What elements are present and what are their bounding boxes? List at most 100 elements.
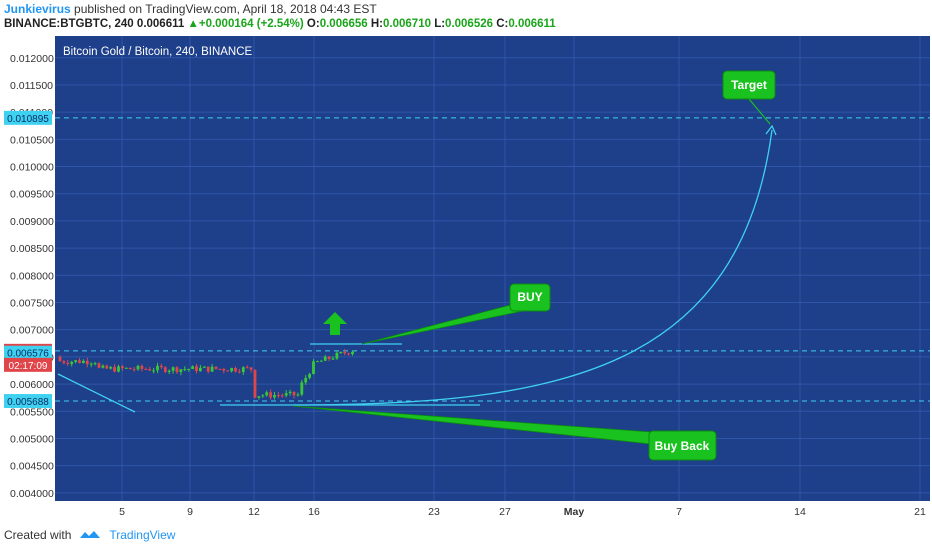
- target-callout[interactable]: [722, 70, 776, 100]
- candle-body: [269, 392, 272, 398]
- y-tick-label: 0.010500: [10, 134, 54, 146]
- price-label-text: 0.006576: [7, 349, 49, 360]
- buyback-callout-label: Buy Back: [655, 439, 710, 453]
- change-value: +0.000164 (+2.54%): [198, 18, 304, 30]
- y-tick-label: 0.012000: [10, 53, 54, 65]
- x-tick-label: 9: [187, 506, 193, 518]
- candle-body: [105, 365, 109, 369]
- published-text: published on TradingView.com, April 18, …: [74, 2, 377, 16]
- candle-body: [323, 356, 327, 361]
- author-name[interactable]: Junkievirus: [4, 2, 71, 16]
- price-label-box: [4, 110, 52, 125]
- candle-body: [74, 360, 77, 362]
- y-tick-label: 0.005500: [10, 406, 54, 418]
- x-tick-label: 23: [428, 506, 440, 518]
- candle-body: [152, 370, 155, 372]
- x-tick-label: 16: [308, 506, 320, 518]
- candle-body: [351, 351, 354, 355]
- footer: Created with TradingView: [4, 528, 175, 542]
- open-label: O:: [306, 18, 320, 30]
- candle-body: [230, 368, 233, 372]
- candle-body: [284, 393, 288, 396]
- countdown-text: 02:17:09: [9, 361, 48, 372]
- x-axis: 5 9 12 16 23 27 May 7 14 21: [119, 506, 926, 518]
- x-tick-label: 27: [499, 506, 511, 518]
- buy-callout-label: BUY: [517, 290, 542, 304]
- low-value: 0.006526: [445, 18, 494, 30]
- candle-body: [195, 366, 198, 372]
- target-callout-pointer: [748, 98, 771, 125]
- candle-body: [277, 394, 280, 396]
- candle-body: [93, 363, 97, 365]
- candle-body: [327, 356, 331, 359]
- y-tick-label: 0.008000: [10, 270, 54, 282]
- candle-body: [156, 365, 159, 371]
- x-tick-label: 7: [676, 506, 682, 518]
- candle-body: [339, 352, 343, 354]
- candle-body: [202, 366, 206, 368]
- candle-body: [128, 367, 132, 370]
- candle-body: [206, 366, 210, 372]
- candle-body: [140, 365, 144, 369]
- y-tick-label: 0.004000: [10, 488, 54, 500]
- candle-body: [62, 361, 66, 363]
- publish-info: Junkievirus published on TradingView.com…: [4, 2, 377, 16]
- candle-body: [316, 361, 319, 363]
- candle-body: [132, 369, 136, 371]
- buy-callout[interactable]: [509, 283, 551, 312]
- candle-body: [273, 394, 276, 398]
- candle-body: [280, 395, 284, 397]
- candle-body: [117, 366, 120, 372]
- low-label: L:: [434, 18, 446, 30]
- target-curve: [292, 129, 773, 406]
- candle-body: [175, 367, 179, 373]
- callouts: Target BUY Buy Back: [509, 70, 776, 461]
- up-arrow-icon: ▲: [187, 18, 199, 30]
- candle-body: [85, 360, 89, 365]
- buyback-callout[interactable]: [648, 430, 717, 461]
- last-price: 0.006611: [136, 18, 185, 30]
- target-callout-label: Target: [731, 78, 767, 92]
- y-tick-label: 0.005000: [10, 433, 54, 445]
- candle-body: [171, 367, 175, 371]
- candle-body: [300, 382, 304, 395]
- candle-body: [331, 358, 335, 360]
- curve-arrowhead: [765, 124, 777, 136]
- candle-body: [136, 365, 140, 370]
- high-label: H:: [370, 18, 384, 30]
- x-tick-label: 14: [794, 506, 806, 518]
- candle-body: [163, 367, 167, 372]
- high-value: 0.006710: [383, 18, 431, 30]
- candle-body: [179, 369, 183, 373]
- y-tick-label: 0.004500: [10, 461, 54, 473]
- candle-body: [312, 361, 315, 374]
- candle-body: [191, 366, 194, 370]
- y-tick-label: 0.006000: [10, 379, 54, 391]
- candle-body: [160, 365, 163, 368]
- y-axis: 0.0120000.0115000.0110000.0105000.010000…: [10, 53, 54, 500]
- y-tick-label: 0.007500: [10, 297, 54, 309]
- x-tick-label: 12: [248, 506, 260, 518]
- candle-body: [109, 367, 113, 369]
- plot-background: [55, 36, 930, 501]
- candle-body: [347, 353, 350, 355]
- y-tick-label: 0.011500: [10, 80, 53, 92]
- candle-body: [241, 367, 245, 373]
- candle-body: [121, 366, 124, 369]
- candle-body: [113, 367, 116, 372]
- trend-line: [57, 373, 136, 413]
- candle-body: [234, 368, 237, 372]
- tradingview-brand[interactable]: TradingView: [109, 528, 176, 542]
- candle-body: [82, 360, 85, 363]
- candle-body: [144, 368, 148, 370]
- horizontal-lines: [55, 117, 930, 402]
- candle-body: [238, 371, 241, 373]
- grid-lines: [55, 36, 930, 501]
- candle-body: [222, 368, 226, 371]
- candle-body: [253, 369, 257, 398]
- candle-body: [124, 367, 128, 369]
- candle-body: [292, 391, 296, 396]
- candle-body: [183, 369, 187, 371]
